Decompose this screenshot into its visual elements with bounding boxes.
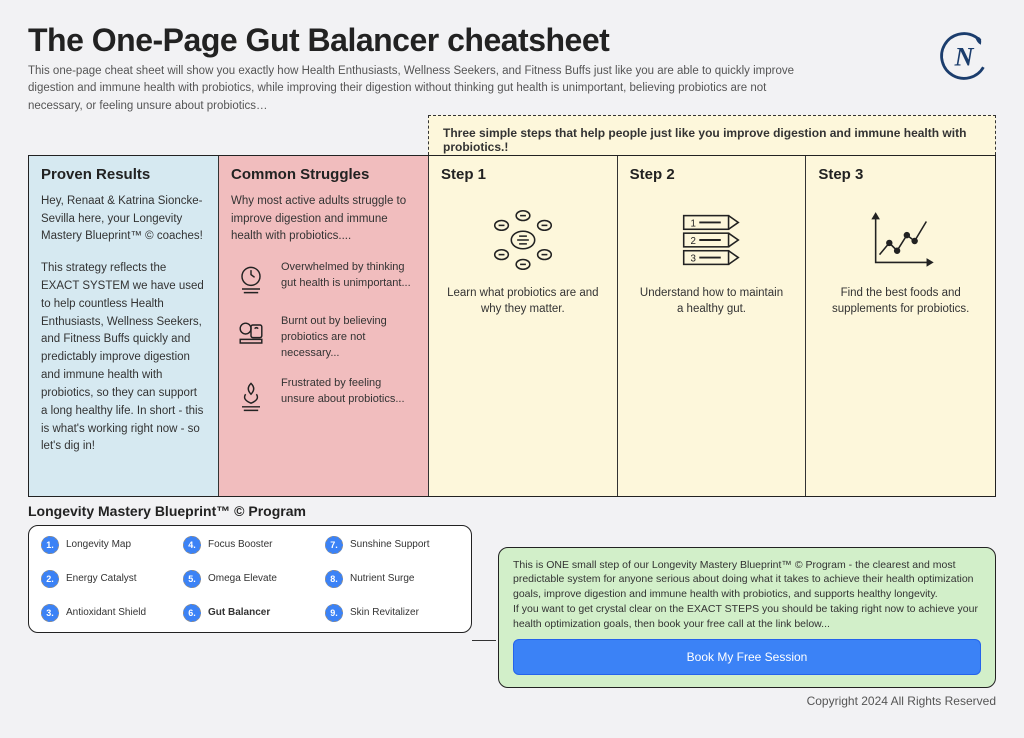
- struggle-item: Burnt out by believing probiotics are no…: [231, 314, 416, 362]
- struggle-item: Overwhelmed by thinking gut health is un…: [231, 260, 416, 300]
- step1-desc: Learn what probiotics are and why they m…: [441, 285, 605, 318]
- col-step-2: Step 2 1 2 3 Understand how to maintain …: [618, 156, 807, 496]
- frustrated-icon: [231, 376, 271, 416]
- cta-box: This is ONE small step of our Longevity …: [498, 547, 996, 688]
- program-num: 7.: [325, 536, 343, 554]
- struggle-text: Overwhelmed by thinking gut health is un…: [281, 260, 416, 292]
- program-item: 4. Focus Booster: [183, 536, 317, 554]
- program-label: Longevity Map: [66, 539, 131, 550]
- program-num: 9.: [325, 604, 343, 622]
- page-title: The One-Page Gut Balancer cheatsheet: [28, 22, 996, 59]
- program-item: 3. Antioxidant Shield: [41, 604, 175, 622]
- steps-banner: Three simple steps that help people just…: [428, 115, 996, 155]
- program-item: 9. Skin Revitalizer: [325, 604, 459, 622]
- program-item: 7. Sunshine Support: [325, 536, 459, 554]
- col-common-struggles: Common Struggles Why most active adults …: [219, 156, 429, 496]
- struggle-text: Burnt out by believing probiotics are no…: [281, 314, 416, 362]
- brand-logo: N: [936, 28, 992, 84]
- program-num: 8.: [325, 570, 343, 588]
- program-label: Gut Balancer: [208, 607, 270, 618]
- program-item: 1. Longevity Map: [41, 536, 175, 554]
- step1-heading: Step 1: [441, 166, 605, 183]
- struggles-intro: Why most active adults struggle to impro…: [231, 193, 416, 246]
- overwhelmed-icon: [231, 260, 271, 300]
- program-num: 1.: [41, 536, 59, 554]
- book-session-button[interactable]: Book My Free Session: [513, 639, 981, 675]
- program-label: Skin Revitalizer: [350, 607, 419, 618]
- copyright-text: Copyright 2024 All Rights Reserved: [28, 694, 996, 708]
- program-item: 6. Gut Balancer: [183, 604, 317, 622]
- proven-p1: Hey, Renaat & Katrina Sioncke-Sevilla he…: [41, 193, 206, 246]
- program-num: 5.: [183, 570, 201, 588]
- program-label: Antioxidant Shield: [66, 607, 146, 618]
- struggle-item: Frustrated by feeling unsure about probi…: [231, 376, 416, 416]
- program-item: 5. Omega Elevate: [183, 570, 317, 588]
- step2-heading: Step 2: [630, 166, 794, 183]
- col-step-3: Step 3 Find the best foods and supplemen…: [806, 156, 995, 496]
- proven-heading: Proven Results: [41, 166, 206, 183]
- struggle-text: Frustrated by feeling unsure about probi…: [281, 376, 416, 408]
- program-label: Nutrient Surge: [350, 573, 414, 584]
- probiotics-network-icon: [484, 205, 562, 275]
- svg-text:3: 3: [691, 253, 696, 264]
- program-item: 8. Nutrient Surge: [325, 570, 459, 588]
- header: The One-Page Gut Balancer cheatsheet Thi…: [28, 22, 996, 115]
- burnt-out-icon: [231, 314, 271, 354]
- program-label: Focus Booster: [208, 539, 272, 550]
- growth-chart-icon: [862, 205, 940, 275]
- program-num: 2.: [41, 570, 59, 588]
- page-subtitle: This one-page cheat sheet will show you …: [28, 63, 808, 115]
- step2-desc: Understand how to maintain a healthy gut…: [630, 285, 794, 318]
- program-num: 3.: [41, 604, 59, 622]
- col-step-1: Step 1 Learn what probiotics: [429, 156, 618, 496]
- proven-p2: This strategy reflects the EXACT SYSTEM …: [41, 260, 206, 456]
- svg-text:2: 2: [691, 236, 696, 247]
- program-label: Energy Catalyst: [66, 573, 137, 584]
- program-num: 6.: [183, 604, 201, 622]
- program-label: Omega Elevate: [208, 573, 277, 584]
- program-num: 4.: [183, 536, 201, 554]
- step3-heading: Step 3: [818, 166, 983, 183]
- program-grid: 1. Longevity Map 4. Focus Booster 7. Sunshine…: [28, 525, 472, 633]
- connector-line: [472, 640, 496, 641]
- program-item: 2. Energy Catalyst: [41, 570, 175, 588]
- struggles-heading: Common Struggles: [231, 166, 416, 183]
- checklist-icon: 1 2 3: [672, 205, 750, 275]
- step3-desc: Find the best foods and supplements for …: [818, 285, 983, 318]
- svg-text:N: N: [954, 42, 975, 71]
- cta-text: This is ONE small step of our Longevity …: [513, 558, 981, 631]
- svg-text:1: 1: [691, 218, 696, 229]
- col-proven-results: Proven Results Hey, Renaat & Katrina Sio…: [29, 156, 219, 496]
- program-heading: Longevity Mastery Blueprint™ © Program: [28, 503, 996, 519]
- program-label: Sunshine Support: [350, 539, 430, 550]
- main-grid: Proven Results Hey, Renaat & Katrina Sio…: [28, 155, 996, 497]
